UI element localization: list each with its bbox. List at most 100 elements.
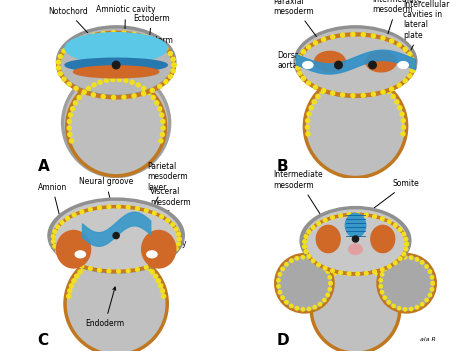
Circle shape [65,217,69,220]
Circle shape [142,92,146,95]
Circle shape [397,43,401,47]
Circle shape [344,77,347,81]
Circle shape [128,256,132,260]
Circle shape [301,308,305,311]
Circle shape [304,75,407,178]
Circle shape [373,270,376,274]
Text: C: C [38,333,49,348]
Circle shape [425,298,428,302]
Circle shape [68,132,72,137]
Circle shape [428,293,432,297]
Circle shape [325,278,328,282]
Circle shape [51,235,55,238]
Circle shape [398,228,402,231]
Circle shape [303,245,306,248]
Circle shape [330,215,334,219]
Circle shape [306,132,310,136]
Circle shape [172,63,176,67]
Circle shape [393,224,397,227]
Circle shape [101,94,105,99]
Circle shape [371,92,375,96]
Circle shape [404,237,408,241]
Circle shape [326,85,329,89]
Circle shape [71,107,74,111]
Ellipse shape [345,213,366,237]
Ellipse shape [371,225,395,253]
Circle shape [323,218,327,222]
Circle shape [331,35,335,39]
Circle shape [403,47,407,51]
Circle shape [331,91,335,95]
Circle shape [160,260,164,263]
Circle shape [177,237,181,241]
Circle shape [156,279,160,283]
Circle shape [379,285,383,288]
Circle shape [361,93,365,98]
Circle shape [298,71,301,75]
Ellipse shape [52,202,180,270]
Circle shape [312,100,316,104]
Circle shape [89,208,92,211]
Circle shape [321,37,326,42]
Circle shape [150,88,155,92]
Circle shape [67,77,165,176]
Circle shape [313,258,317,261]
Text: Intercellular
cavities in
lateral
plate: Intercellular cavities in lateral plate [403,0,449,62]
Circle shape [56,66,61,70]
Circle shape [153,263,156,267]
Ellipse shape [60,29,173,94]
Circle shape [408,52,412,56]
Circle shape [389,285,392,289]
Circle shape [86,86,91,91]
Circle shape [420,302,424,306]
Circle shape [277,279,280,282]
Circle shape [331,82,335,86]
Circle shape [80,264,84,268]
Ellipse shape [304,210,407,271]
Circle shape [69,139,73,143]
Circle shape [307,45,310,49]
Circle shape [301,256,305,259]
Circle shape [408,74,412,78]
Circle shape [340,33,345,37]
Circle shape [410,69,415,72]
Circle shape [390,87,394,91]
Circle shape [150,38,155,42]
Circle shape [73,213,76,217]
Circle shape [430,275,434,279]
Ellipse shape [298,29,413,94]
Circle shape [328,275,331,279]
Circle shape [307,307,310,311]
Circle shape [132,32,136,36]
Circle shape [387,89,391,94]
Circle shape [67,294,71,298]
Circle shape [311,259,315,263]
Circle shape [290,259,293,262]
Circle shape [68,289,72,293]
Circle shape [365,271,368,275]
Circle shape [158,107,162,111]
Ellipse shape [56,26,176,97]
Text: B: B [277,159,289,174]
Circle shape [313,85,318,89]
Circle shape [316,94,320,98]
Circle shape [381,36,385,40]
Circle shape [91,260,95,264]
Circle shape [73,261,76,265]
Text: Paraxial
mesoderm: Paraxial mesoderm [273,0,328,52]
Circle shape [67,119,72,124]
Circle shape [391,94,395,98]
Circle shape [168,74,173,78]
Circle shape [56,225,60,229]
Circle shape [301,76,305,80]
Circle shape [150,270,154,274]
Circle shape [82,90,86,94]
Circle shape [153,211,156,215]
Circle shape [381,268,384,271]
Circle shape [382,85,385,89]
Circle shape [136,268,139,271]
Circle shape [296,60,300,64]
Circle shape [415,306,419,309]
Circle shape [387,220,391,224]
Circle shape [305,125,310,129]
